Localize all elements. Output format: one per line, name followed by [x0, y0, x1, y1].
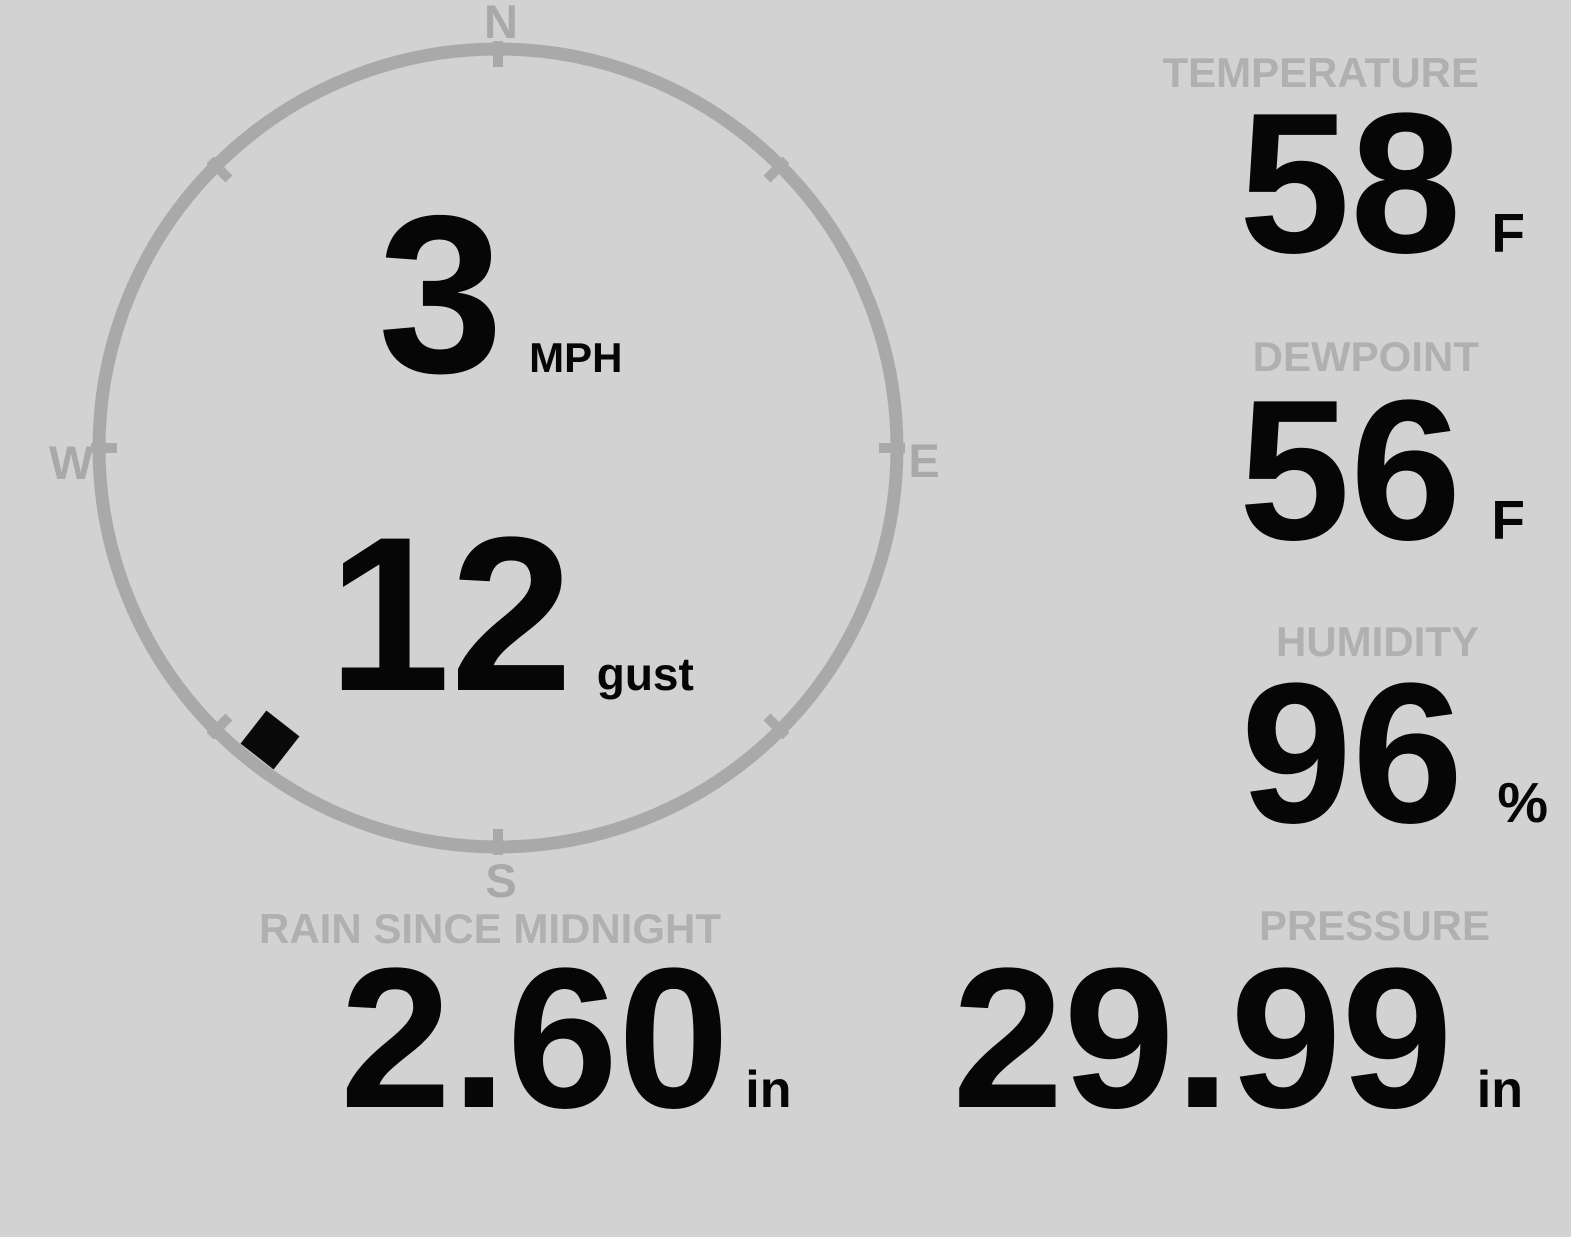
compass-label-north: N — [484, 0, 518, 48]
compass-label-west: W — [48, 436, 94, 489]
dewpoint-label: DEWPOINT — [1252, 333, 1479, 380]
wind-speed-unit: MPH — [529, 334, 623, 381]
rain-unit: in — [745, 1061, 792, 1119]
compass-ticks — [91, 41, 905, 855]
temperature-value-row: 58 F — [1239, 84, 1525, 284]
dewpoint-value-row: 56 F — [1239, 371, 1525, 571]
humidity-value-row: 96 % — [1241, 654, 1548, 854]
rain-value: 2.60 — [340, 927, 730, 1150]
humidity-label: HUMIDITY — [1276, 618, 1479, 665]
wind-gust: 12 gust — [328, 504, 694, 724]
dewpoint-unit: F — [1491, 489, 1525, 551]
wind-gust-value: 12 — [328, 491, 573, 737]
temperature-label: TEMPERATURE — [1162, 49, 1479, 96]
rain-label: RAIN SINCE MIDNIGHT — [259, 905, 721, 952]
rain-value-row: 2.60 in — [340, 939, 791, 1139]
temperature-value: 58 — [1238, 72, 1462, 295]
wind-speed: 3 MPH — [378, 182, 622, 407]
wind-compass-dial — [91, 41, 905, 855]
humidity-unit: % — [1497, 771, 1548, 835]
temperature-unit: F — [1491, 202, 1525, 264]
wind-gust-label: gust — [596, 648, 694, 700]
humidity-value: 96 — [1240, 642, 1464, 865]
compass-label-east: E — [908, 434, 940, 487]
wind-speed-value: 3 — [378, 168, 504, 420]
dewpoint-value: 56 — [1238, 359, 1462, 582]
tick-northwest — [206, 156, 233, 183]
pressure-label: PRESSURE — [1258, 902, 1490, 949]
tick-northeast — [763, 156, 790, 183]
pressure-value: 29.99 — [952, 927, 1453, 1150]
compass-label-south: S — [485, 854, 517, 907]
pressure-unit: in — [1476, 1061, 1523, 1119]
pressure-value-row: 29.99 in — [952, 939, 1523, 1139]
tick-southeast — [763, 713, 790, 740]
tick-southwest — [206, 713, 233, 740]
